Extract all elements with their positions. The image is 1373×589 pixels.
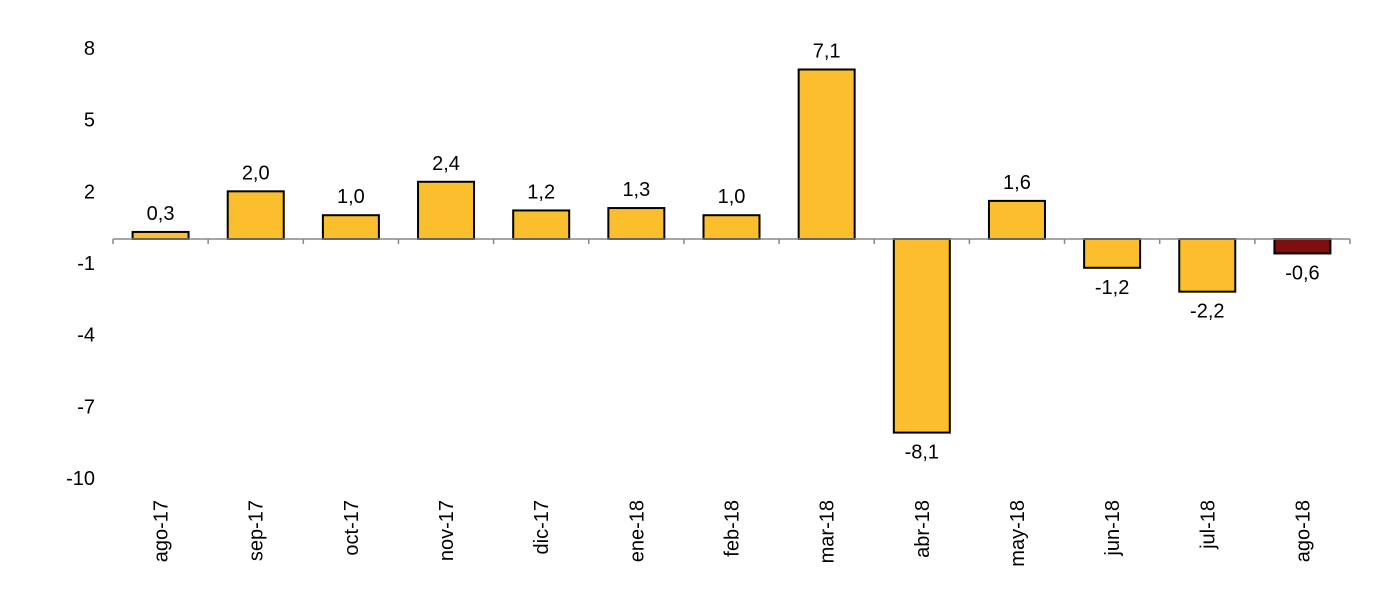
- bar: [702, 214, 761, 241]
- x-tick-label: ago-18: [1292, 500, 1314, 562]
- y-tick-label: -1: [77, 253, 95, 275]
- y-tick-label: -4: [77, 325, 95, 347]
- data-label: 1,0: [718, 186, 746, 208]
- x-tick-label: feb-18: [722, 500, 744, 557]
- zero-axis: [112, 238, 1351, 244]
- data-label: -2,2: [1190, 301, 1224, 323]
- data-label: 0,3: [147, 203, 175, 225]
- data-label: 2,0: [242, 162, 270, 184]
- y-tick-label: 5: [84, 110, 95, 132]
- y-tick-label: -7: [77, 396, 95, 418]
- x-tick-label: ago-17: [151, 500, 173, 562]
- bar: [321, 214, 380, 241]
- x-tick-label: may-18: [1007, 500, 1029, 567]
- x-tick-label: ene-18: [626, 500, 648, 562]
- x-tick-label: sep-17: [246, 500, 268, 561]
- bar: [987, 199, 1046, 240]
- bar: [892, 238, 951, 434]
- bar: [131, 230, 190, 240]
- bar: [226, 190, 285, 240]
- x-tick-label: jun-18: [1102, 500, 1124, 557]
- bar: [512, 209, 571, 240]
- bars-group: [131, 68, 1332, 434]
- category-labels-group: ago-17 sep-17 oct-17 nov-17 dic-17 ene-18 feb-…: [151, 500, 1315, 567]
- bar: [1273, 238, 1332, 255]
- y-tick-label: 2: [84, 181, 95, 203]
- x-tick-label: abr-18: [912, 500, 934, 558]
- data-label: -1,2: [1095, 277, 1129, 299]
- y-tick-label: 8: [84, 38, 95, 60]
- data-label: 1,3: [622, 179, 650, 201]
- x-tick-label: dic-17: [531, 500, 553, 554]
- data-label: 7,1: [813, 41, 841, 63]
- x-tick-label: nov-17: [436, 500, 458, 561]
- data-label: -0,6: [1285, 262, 1319, 284]
- data-label: 1,2: [527, 181, 555, 203]
- x-tick-label: jul-18: [1197, 500, 1219, 550]
- y-tick-label: -10: [66, 468, 95, 490]
- data-label: 1,6: [1003, 172, 1031, 194]
- x-tick-label: oct-17: [341, 500, 363, 556]
- bar: [417, 180, 476, 240]
- y-axis-tick-labels: 8 5 2 -1 -4 -7 -10: [66, 38, 95, 490]
- bar: [1083, 238, 1142, 269]
- x-tick-label: mar-18: [817, 500, 839, 563]
- bar: [1178, 238, 1237, 293]
- data-label: 1,0: [337, 186, 365, 208]
- bar: [607, 207, 666, 241]
- data-label: -8,1: [905, 442, 939, 464]
- bar: [797, 68, 856, 240]
- data-label: 2,4: [432, 153, 460, 175]
- data-labels-group: 0,3 2,0 1,0 2,4 1,2 1,3 1,0 7,1 -8,1 1,6 -1,2 -2,2 -…: [147, 41, 1320, 464]
